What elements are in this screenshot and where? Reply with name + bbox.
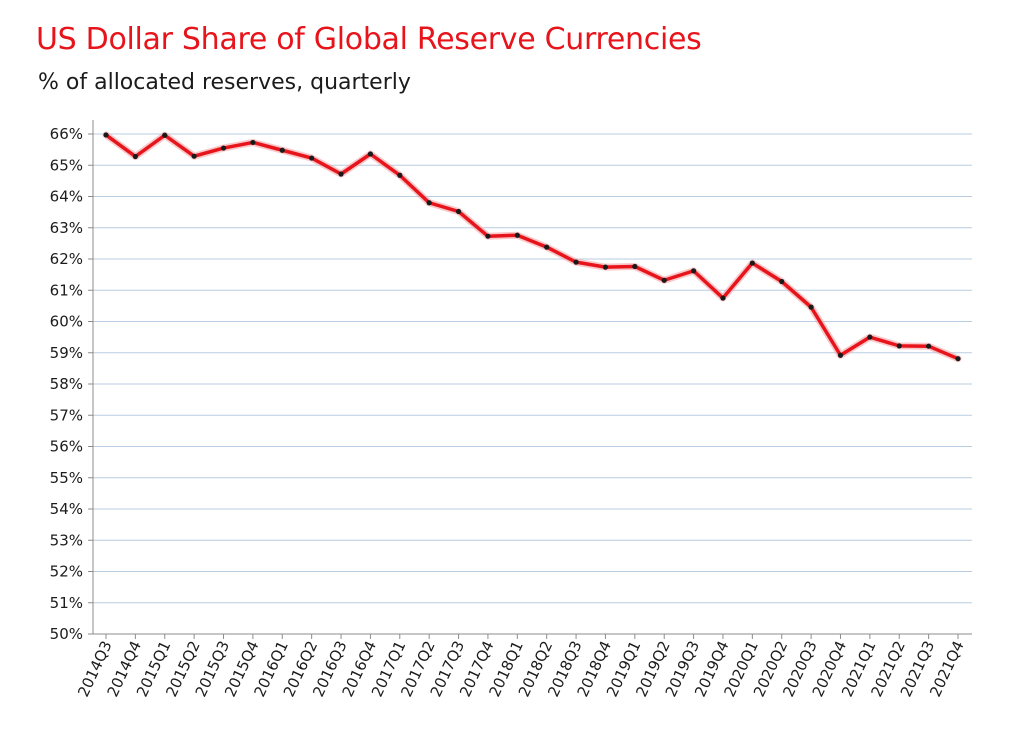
data-point: [808, 304, 814, 310]
data-point: [632, 263, 638, 270]
y-tick-label: 61%: [50, 281, 83, 299]
y-tick-label: 53%: [50, 531, 83, 549]
data-point: [955, 356, 961, 362]
data-point: [103, 132, 109, 138]
data-point: [485, 233, 491, 239]
data-point: [573, 259, 579, 265]
data-point: [867, 334, 873, 340]
data-point: [250, 139, 256, 146]
chart-subtitle: % of allocated reserves, quarterly: [38, 70, 411, 95]
series-line: [104, 133, 960, 361]
data-point: [191, 153, 197, 159]
data-point: [690, 268, 697, 274]
y-tick-label: 50%: [50, 625, 83, 643]
data-point: [367, 151, 374, 157]
y-tick-label: 57%: [50, 406, 83, 424]
data-point: [279, 147, 285, 153]
data-point: [220, 145, 227, 151]
y-tick-label: 66%: [50, 125, 83, 143]
x-axis: 2014Q32014Q42015Q12015Q22015Q32015Q42016…: [74, 633, 972, 700]
y-tick-label: 56%: [50, 438, 83, 456]
y-tick-label: 55%: [50, 469, 83, 487]
data-point: [661, 277, 667, 283]
series-line-glow: [102, 131, 962, 363]
data-point: [544, 244, 550, 250]
y-tick-label: 63%: [50, 219, 83, 237]
data-point: [896, 343, 902, 349]
y-axis: 50% 51% 52% 53% 54% 55% 56% 57% 58% 59% 60% 61% 62% 6…: [50, 120, 94, 643]
data-point: [426, 200, 432, 206]
y-tick-label: 65%: [50, 156, 83, 174]
data-point: [162, 132, 168, 138]
y-tick-label: 62%: [50, 250, 83, 268]
y-tick-label: 54%: [50, 500, 83, 518]
data-point: [309, 155, 315, 161]
data-point: [779, 278, 785, 285]
data-point: [720, 295, 726, 301]
y-tick-label: 58%: [50, 375, 83, 393]
y-tick-label: 59%: [50, 344, 83, 362]
data-point: [837, 352, 844, 358]
data-point: [397, 172, 403, 178]
y-tick-label: 51%: [50, 594, 83, 612]
data-point: [132, 153, 138, 160]
gridlines: [93, 133, 972, 604]
data-point: [455, 208, 462, 215]
data-series: [102, 131, 962, 363]
y-tick-label: 52%: [50, 563, 83, 581]
data-point: [926, 343, 932, 349]
data-point: [602, 264, 609, 270]
data-point: [749, 260, 755, 266]
y-tick-label: 60%: [50, 313, 83, 331]
chart-title: US Dollar Share of Global Reserve Curren…: [36, 22, 702, 57]
data-point: [514, 232, 520, 238]
data-point: [338, 171, 344, 177]
y-tick-label: 64%: [50, 188, 83, 206]
